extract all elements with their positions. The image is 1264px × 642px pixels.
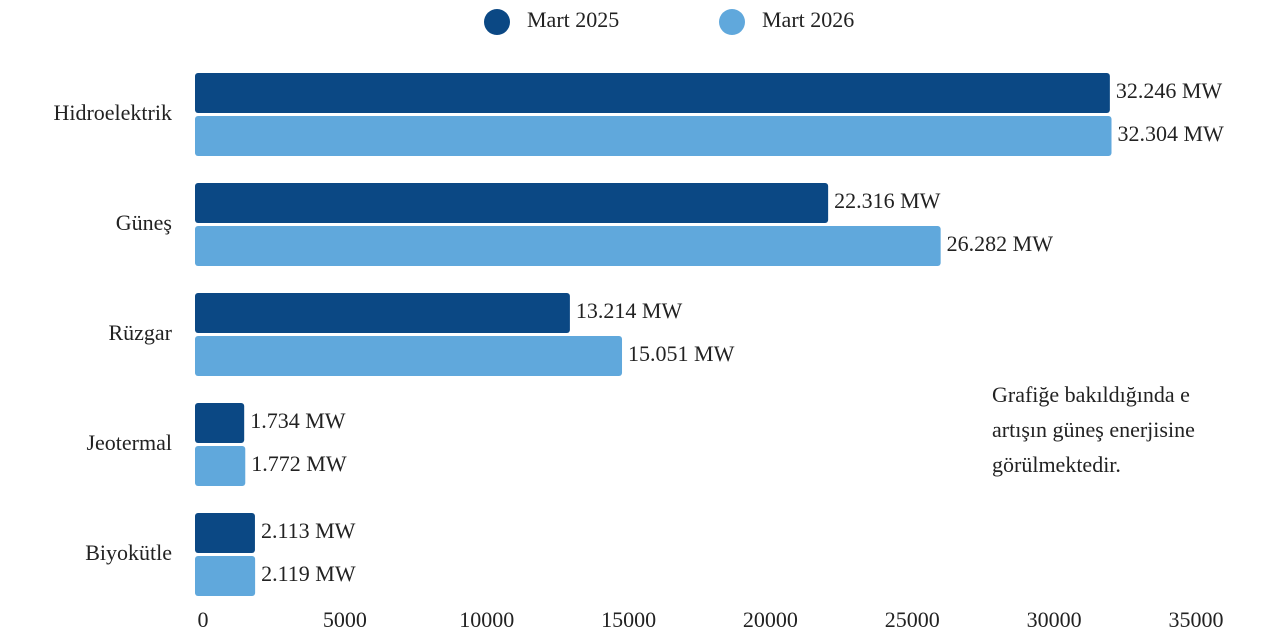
legend-label: Mart 2026 [762,7,854,32]
x-tick-label: 20000 [743,607,798,632]
value-label: 15.051 MW [628,341,735,366]
bar [195,293,570,333]
annotation: görülmektedir. [992,452,1121,477]
bar [195,226,941,266]
bar [195,116,1112,156]
bar [195,403,245,443]
y-tick-label: Rüzgar [108,320,172,345]
value-label: 2.113 MW [261,518,356,543]
y-tick-label: Biyokütle [85,540,172,565]
legend-label: Mart 2025 [527,7,619,32]
value-label: 13.214 MW [576,298,683,323]
annotation: Grafiğe bakıldığında e [992,382,1190,407]
x-tick-label: 0 [198,607,209,632]
value-label: 32.246 MW [1116,78,1223,103]
bar [195,513,255,553]
bar [195,446,246,486]
value-label: 32.304 MW [1118,121,1225,146]
value-label: 22.316 MW [834,188,941,213]
value-label: 1.772 MW [251,451,347,476]
x-tick-label: 10000 [459,607,514,632]
annotation: artışın güneş enerjisine [992,417,1195,442]
bar [195,183,829,223]
bar [195,336,623,376]
legend-swatch [719,9,745,35]
value-label: 26.282 MW [947,231,1054,256]
y-tick-label: Hidroelektrik [53,100,172,125]
x-tick-label: 5000 [323,607,367,632]
legend-swatch [484,9,510,35]
value-label: 1.734 MW [250,408,346,433]
x-tick-label: 30000 [1027,607,1082,632]
x-tick-label: 15000 [601,607,656,632]
bar [195,556,256,596]
y-tick-label: Jeotermal [86,430,172,455]
value-label: 2.119 MW [261,561,356,586]
x-tick-label: 35000 [1169,607,1224,632]
y-tick-label: Güneş [116,210,172,235]
x-tick-label: 25000 [885,607,940,632]
bar [195,73,1110,113]
